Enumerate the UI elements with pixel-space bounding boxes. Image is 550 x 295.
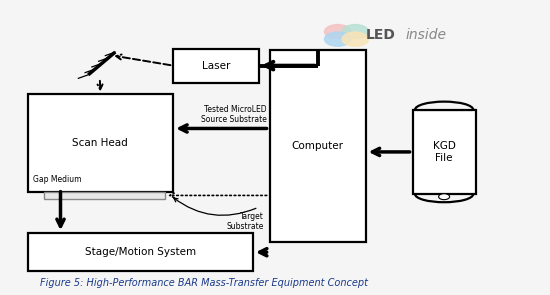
Bar xyxy=(28,94,173,192)
Circle shape xyxy=(324,32,351,46)
Text: Laser: Laser xyxy=(202,61,230,71)
Text: Figure 5: High-Performance BAR Mass-Transfer Equipment Concept: Figure 5: High-Performance BAR Mass-Tran… xyxy=(40,278,367,288)
Bar xyxy=(28,233,253,271)
Bar xyxy=(412,110,476,194)
Text: KGD
File: KGD File xyxy=(433,141,455,163)
Text: LED: LED xyxy=(366,28,396,42)
Circle shape xyxy=(342,24,369,39)
Text: Computer: Computer xyxy=(292,141,344,151)
Text: Target
Substrate: Target Substrate xyxy=(227,212,264,231)
Text: Stage/Motion System: Stage/Motion System xyxy=(85,247,196,257)
Circle shape xyxy=(342,32,369,46)
Circle shape xyxy=(439,194,450,200)
Text: Gap Medium: Gap Medium xyxy=(33,175,81,184)
Text: Tested MicroLED
Source Substrate: Tested MicroLED Source Substrate xyxy=(201,105,267,124)
Bar xyxy=(270,50,366,242)
Text: Scan Head: Scan Head xyxy=(73,138,128,148)
Bar xyxy=(44,192,165,199)
Circle shape xyxy=(324,24,351,39)
Bar xyxy=(173,49,258,83)
Text: inside: inside xyxy=(405,28,447,42)
